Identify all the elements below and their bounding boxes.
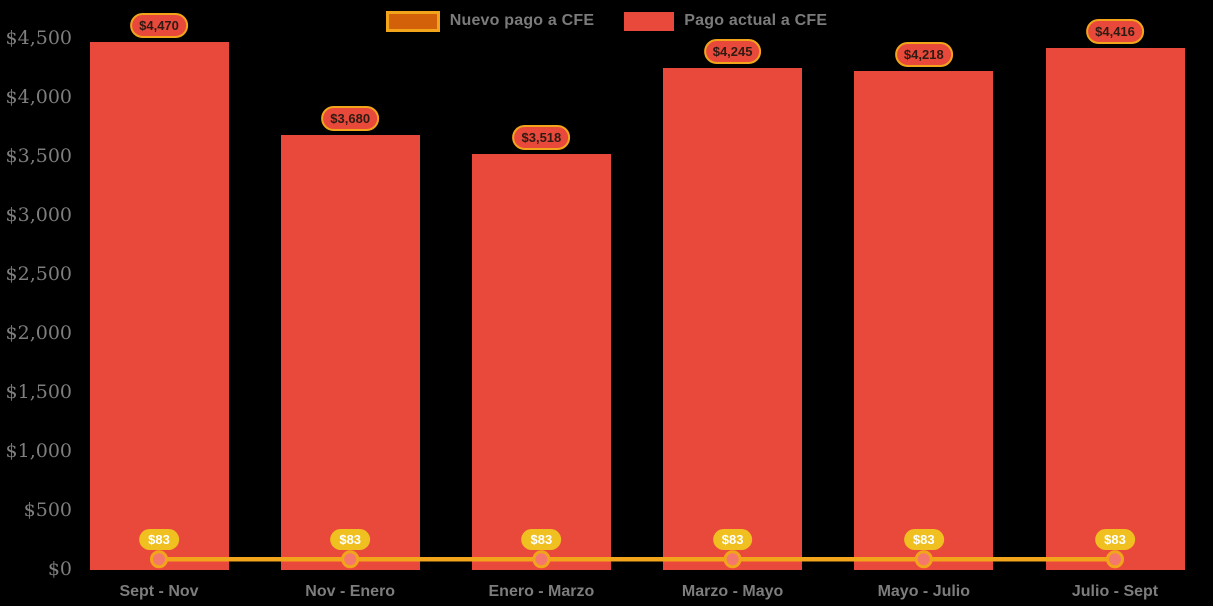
y-axis-tick-label: $500 [23, 499, 72, 521]
line-point-marker[interactable] [532, 550, 551, 569]
legend-label-pago-actual: Pago actual a CFE [684, 12, 828, 29]
legend: Nuevo pago a CFE Pago actual a CFE [0, 8, 1213, 34]
line-point-marker[interactable] [341, 550, 360, 569]
x-axis-label: Julio - Sept [1071, 583, 1159, 600]
legend-item-nuevo-pago[interactable]: Nuevo pago a CFE [385, 10, 595, 32]
line-point-marker[interactable] [723, 550, 742, 569]
x-axis-label: Sept - Nov [119, 583, 199, 600]
y-axis-tick-label: $3,000 [5, 204, 72, 226]
bar-value-pill: $3,518 [512, 124, 571, 150]
y-axis-tick-label: $4,000 [5, 86, 72, 108]
legend-swatch-nuevo-pago [385, 10, 440, 32]
bar-pago-actual[interactable] [854, 71, 994, 570]
x-axis-label: Enero - Marzo [488, 583, 595, 600]
bar-pago-actual[interactable] [280, 134, 420, 570]
bar-pago-actual[interactable] [663, 68, 803, 570]
y-axis-tick-label: $0 [47, 558, 72, 580]
line-point-label: $83 [903, 529, 944, 551]
line-point-marker[interactable] [914, 550, 933, 569]
line-point-label: $83 [330, 529, 371, 551]
bar-value-pill: $4,416 [1086, 18, 1144, 44]
line-point-label: $83 [139, 529, 179, 551]
bar-value-pill: $4,218 [894, 42, 953, 68]
legend-label-nuevo-pago: Nuevo pago a CFE [449, 12, 595, 29]
x-axis-label: Marzo - Mayo [681, 583, 784, 600]
bar-pago-actual[interactable] [89, 41, 229, 570]
bar-value-pill: $4,245 [703, 39, 762, 65]
y-axis-tick-label: $2,000 [5, 322, 72, 344]
legend-swatch-pago-actual [624, 11, 675, 31]
line-point-marker[interactable] [1106, 550, 1124, 569]
y-axis-tick-label: $1,000 [5, 440, 72, 462]
bar-value-pill: $3,680 [321, 105, 380, 131]
y-axis-tick-label: $1,500 [5, 381, 72, 403]
bar-pago-actual[interactable] [471, 153, 611, 570]
bar-value-pill: $4,470 [130, 12, 188, 38]
line-point-label: $83 [712, 529, 753, 551]
line-point-label: $83 [1095, 529, 1135, 551]
y-axis-tick-label: $3,500 [5, 145, 72, 167]
line-point-marker[interactable] [150, 550, 168, 569]
legend-item-pago-actual[interactable]: Pago actual a CFE [624, 11, 828, 31]
x-axis-label: Mayo - Julio [877, 583, 971, 600]
y-axis-tick-label: $4,500 [5, 27, 72, 49]
line-point-label: $83 [521, 529, 562, 551]
bar-pago-actual[interactable] [1045, 47, 1185, 570]
y-axis-tick-label: $2,500 [5, 263, 72, 285]
x-axis-label: Nov - Enero [305, 583, 396, 600]
